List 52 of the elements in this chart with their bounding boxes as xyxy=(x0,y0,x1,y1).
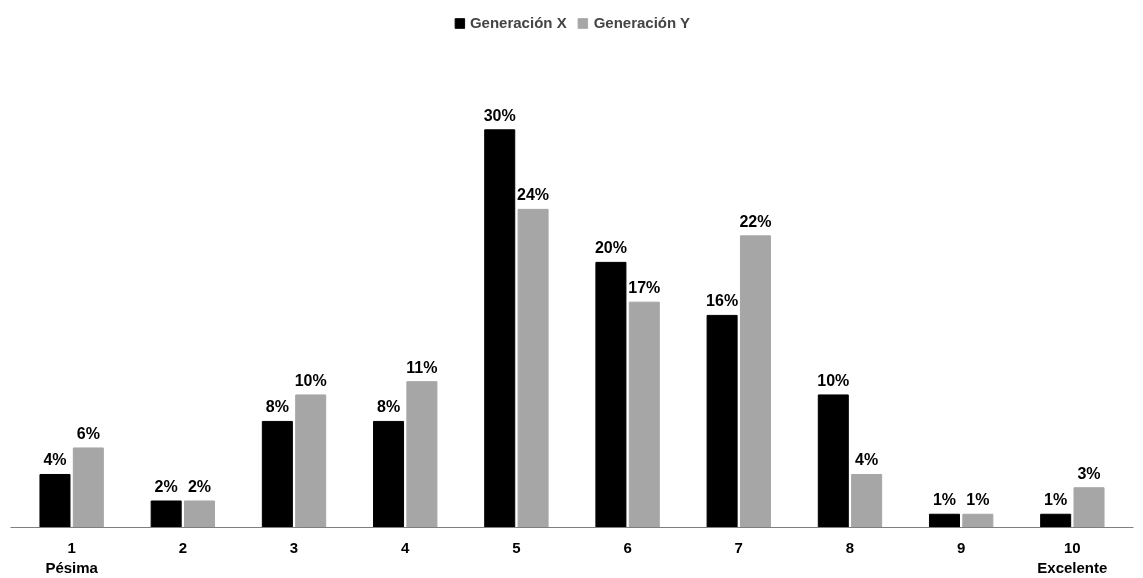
x-tick-label: 2 xyxy=(178,538,188,556)
x-tick-label: 8 xyxy=(845,538,855,556)
bar xyxy=(739,235,771,528)
legend-label: Generación X xyxy=(469,14,567,31)
bar xyxy=(39,473,71,528)
bar xyxy=(373,420,405,528)
data-label: 8% xyxy=(265,398,289,416)
x-tick-label: 3 xyxy=(289,538,299,556)
bar xyxy=(962,513,994,528)
bar xyxy=(851,473,883,528)
bar xyxy=(150,500,182,528)
data-label: 1% xyxy=(966,491,990,509)
data-label: 6% xyxy=(76,424,100,442)
bar xyxy=(1073,487,1105,528)
x-tick-label: 4 xyxy=(401,538,411,556)
x-tick-label: 5 xyxy=(512,538,521,556)
data-label: 24% xyxy=(517,186,550,204)
data-label: 2% xyxy=(187,477,212,495)
x-tick-label: 10 Excelente xyxy=(1037,538,1108,576)
data-label: 22% xyxy=(739,212,772,230)
data-label: 11% xyxy=(406,358,438,376)
data-label: 1% xyxy=(1044,491,1068,509)
data-label: 3% xyxy=(1077,464,1101,482)
bar xyxy=(484,129,516,528)
bar xyxy=(72,447,104,528)
x-tick-label: 1 Pésima xyxy=(45,538,99,576)
data-label: 30% xyxy=(483,106,516,124)
bar xyxy=(406,381,438,528)
x-tick-label: 6 xyxy=(623,538,632,556)
data-label: 8% xyxy=(376,398,401,416)
data-label: 10% xyxy=(294,371,327,389)
bar xyxy=(1040,513,1072,528)
data-label: 17% xyxy=(628,279,661,297)
bar xyxy=(706,314,738,528)
data-label: 10% xyxy=(817,371,850,389)
legend-label: Generación Y xyxy=(593,14,691,31)
data-label: 2% xyxy=(154,477,178,495)
bar xyxy=(517,208,549,528)
bar xyxy=(184,500,216,528)
data-label: 20% xyxy=(594,239,627,257)
bar xyxy=(628,301,660,528)
bar xyxy=(261,420,293,528)
bar xyxy=(295,394,327,528)
bar xyxy=(928,513,960,528)
data-label: 1% xyxy=(932,491,957,509)
data-label: 16% xyxy=(706,292,739,310)
x-tick-label: 7 xyxy=(734,538,743,556)
x-tick-label: 9 xyxy=(956,538,966,556)
bar xyxy=(817,394,849,528)
data-label: 4% xyxy=(855,451,879,469)
data-label: 4% xyxy=(43,451,67,469)
bar xyxy=(595,261,627,528)
